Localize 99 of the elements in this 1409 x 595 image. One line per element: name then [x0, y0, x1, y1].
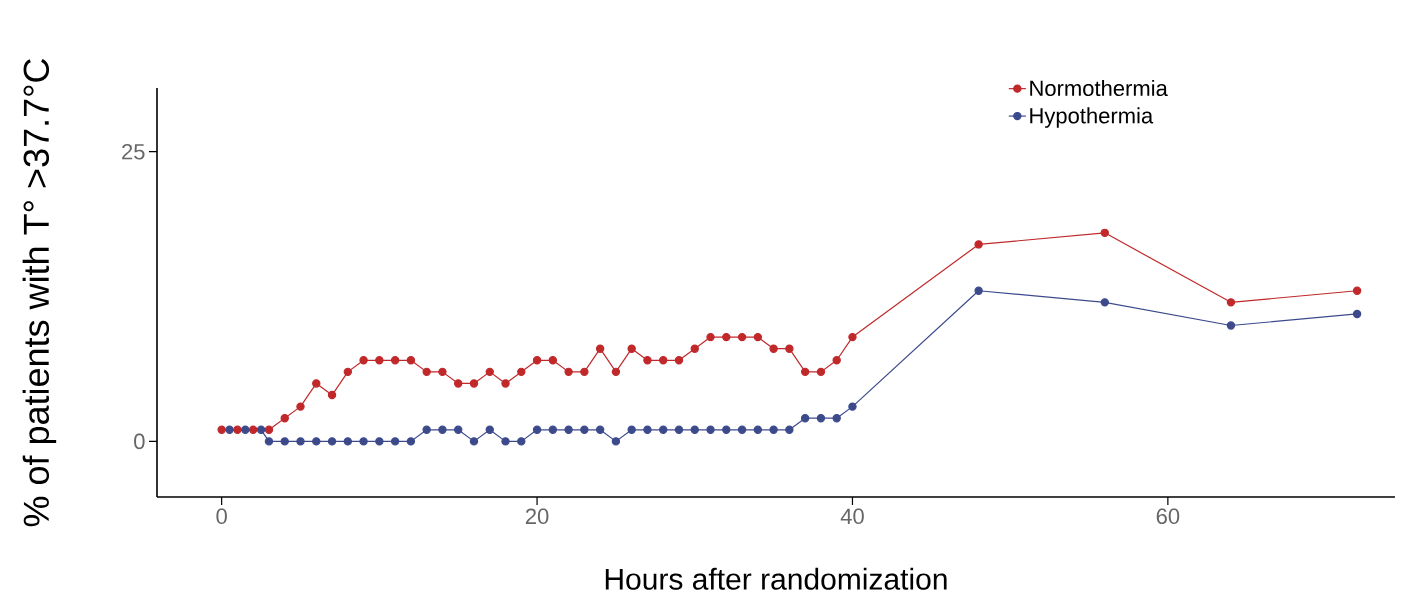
point	[832, 414, 841, 423]
point	[974, 240, 983, 249]
point	[737, 332, 747, 342]
point	[737, 425, 747, 434]
point	[974, 286, 983, 295]
point	[800, 414, 810, 423]
y-tick-label: 25	[122, 143, 145, 160]
x-axis-title: Hours after randomization	[605, 567, 947, 590]
point	[422, 367, 431, 377]
point	[832, 356, 841, 365]
point	[722, 332, 731, 342]
point	[816, 414, 826, 423]
point	[706, 332, 715, 342]
point	[485, 425, 494, 434]
point	[233, 425, 242, 434]
point	[422, 425, 431, 434]
point	[785, 425, 794, 434]
point	[564, 367, 573, 377]
point	[501, 379, 510, 388]
point	[674, 356, 684, 365]
point	[848, 402, 857, 411]
point	[375, 356, 384, 365]
point	[1226, 298, 1236, 307]
point	[327, 437, 337, 446]
point	[548, 356, 558, 365]
point	[454, 425, 463, 434]
point	[659, 356, 668, 365]
x-tick-label: 60	[1156, 508, 1180, 525]
point	[280, 414, 289, 423]
point	[627, 344, 636, 353]
point	[659, 425, 668, 434]
point	[438, 367, 447, 377]
point	[249, 425, 258, 434]
point	[296, 402, 305, 411]
point	[674, 425, 684, 434]
point	[225, 425, 234, 434]
point	[800, 367, 810, 377]
point	[564, 425, 573, 434]
point	[454, 379, 463, 388]
point	[611, 367, 621, 377]
point	[611, 437, 621, 446]
point	[469, 437, 479, 446]
point	[327, 390, 337, 400]
point	[532, 425, 542, 434]
point	[722, 425, 731, 434]
x-tick-label: 40	[840, 508, 864, 525]
point	[1100, 228, 1109, 238]
point	[256, 425, 266, 434]
x-tick-label: 20	[525, 508, 549, 525]
point	[753, 332, 763, 342]
point	[532, 356, 542, 365]
point	[690, 425, 699, 434]
point	[1352, 309, 1362, 319]
point	[469, 379, 479, 388]
point	[1226, 321, 1236, 330]
point	[848, 332, 857, 342]
point	[595, 425, 605, 434]
point	[580, 425, 589, 434]
point	[643, 425, 652, 434]
point	[390, 437, 400, 446]
point	[643, 356, 652, 365]
point	[1352, 286, 1362, 295]
point	[595, 344, 605, 353]
point	[753, 425, 763, 434]
point	[769, 425, 778, 434]
point	[485, 367, 494, 377]
point	[296, 437, 305, 446]
point	[312, 379, 321, 388]
point	[580, 367, 589, 377]
point	[1100, 298, 1109, 307]
point	[627, 425, 636, 434]
point	[343, 367, 353, 377]
point	[501, 437, 510, 446]
point	[280, 437, 289, 446]
point	[359, 437, 368, 446]
legend-label: Normothermia	[1030, 79, 1168, 97]
point	[406, 356, 416, 365]
point	[816, 367, 826, 377]
point	[343, 437, 353, 446]
point	[517, 367, 526, 377]
point	[312, 437, 321, 446]
point	[438, 425, 447, 434]
x-tick-label: 0	[216, 508, 227, 525]
point	[785, 344, 794, 353]
point	[548, 425, 558, 434]
point	[406, 437, 416, 446]
point	[690, 344, 699, 353]
point	[769, 344, 778, 353]
point	[375, 437, 384, 446]
point	[264, 425, 274, 434]
point	[264, 437, 274, 446]
legend-label: Hypothermia	[1030, 107, 1154, 128]
point	[517, 437, 526, 446]
point	[241, 425, 250, 434]
point	[359, 356, 368, 365]
point	[706, 425, 715, 434]
y-axis-title: % of patients with T° >37.7°C	[22, 58, 57, 527]
point	[217, 425, 226, 434]
point	[390, 356, 400, 365]
